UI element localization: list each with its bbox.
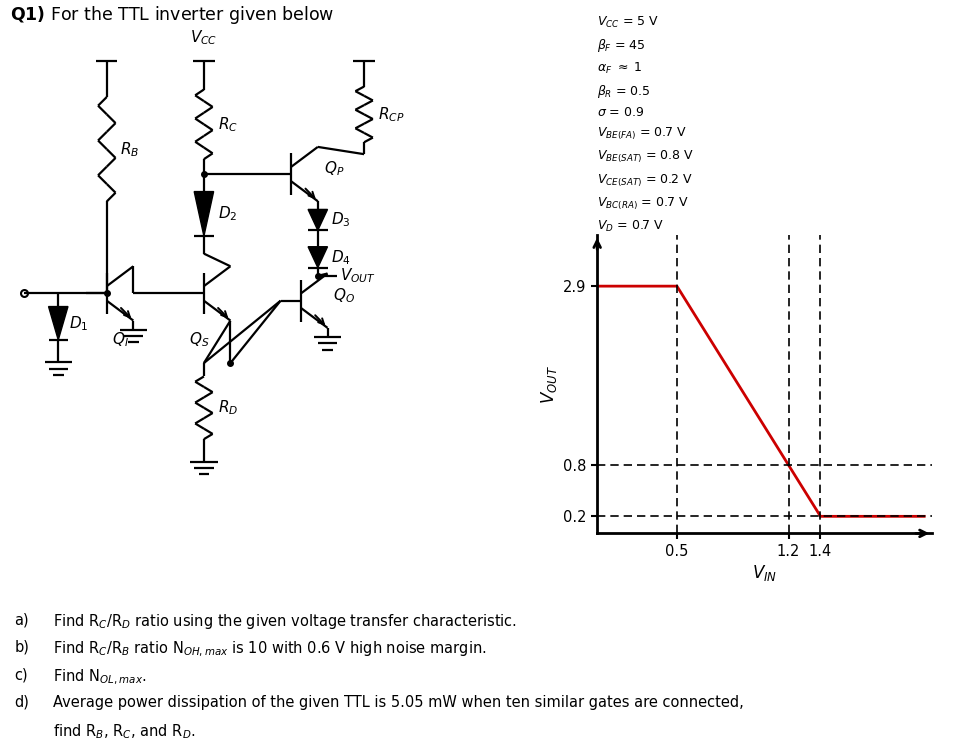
Text: $D_3$: $D_3$ [331, 210, 352, 229]
Text: Find R$_C$/R$_B$ ratio N$_{OH,max}$ is 10 with 0.6 V high noise margin.: Find R$_C$/R$_B$ ratio N$_{OH,max}$ is 1… [52, 640, 486, 659]
Polygon shape [308, 210, 327, 231]
Text: find R$_B$, R$_C$, and R$_D$.: find R$_B$, R$_C$, and R$_D$. [52, 723, 195, 742]
Polygon shape [49, 307, 68, 340]
Text: Average power dissipation of the given TTL is 5.05 mW when ten similar gates are: Average power dissipation of the given T… [52, 695, 743, 710]
Text: $R_D$: $R_D$ [218, 398, 238, 417]
Text: d): d) [15, 695, 29, 710]
Text: $D_1$: $D_1$ [69, 314, 88, 333]
Text: $Q_P$: $Q_P$ [323, 160, 344, 178]
Text: b): b) [15, 640, 29, 655]
Text: Find N$_{OL,max}$.: Find N$_{OL,max}$. [52, 668, 147, 686]
Text: $V_{CC}$ = 5 V
$\beta_F$ = 45
$\alpha_F$ $\approx$ 1
$\beta_R$ = 0.5
$\sigma$ = : $V_{CC}$ = 5 V $\beta_F$ = 45 $\alpha_F$… [597, 15, 693, 233]
X-axis label: $\mathbf{\it V_{IN}}$: $\mathbf{\it V_{IN}}$ [753, 563, 777, 583]
Text: Find R$_C$/R$_D$ ratio using the given voltage transfer characteristic.: Find R$_C$/R$_D$ ratio using the given v… [52, 612, 517, 631]
Text: $Q_O$: $Q_O$ [333, 286, 355, 305]
Text: $V_{CC}$: $V_{CC}$ [190, 28, 218, 47]
Text: $R_{CP}$: $R_{CP}$ [378, 105, 404, 124]
Text: $R_C$: $R_C$ [218, 115, 238, 134]
Text: $Q_I$: $Q_I$ [112, 330, 128, 349]
Polygon shape [194, 192, 214, 236]
Text: a): a) [15, 612, 29, 627]
Text: c): c) [15, 668, 28, 683]
Text: $\mathbf{Q1)}$ For the TTL inverter given below: $\mathbf{Q1)}$ For the TTL inverter give… [10, 4, 334, 25]
Text: $V_{OUT}$: $V_{OUT}$ [340, 266, 376, 285]
Polygon shape [308, 247, 327, 268]
Text: $D_2$: $D_2$ [218, 204, 237, 223]
Text: $Q_S$: $Q_S$ [188, 330, 210, 349]
Text: $R_B$: $R_B$ [120, 140, 140, 159]
Text: $D_4$: $D_4$ [331, 248, 352, 266]
Y-axis label: $\mathbf{\it V_{OUT}}$: $\mathbf{\it V_{OUT}}$ [539, 365, 559, 404]
